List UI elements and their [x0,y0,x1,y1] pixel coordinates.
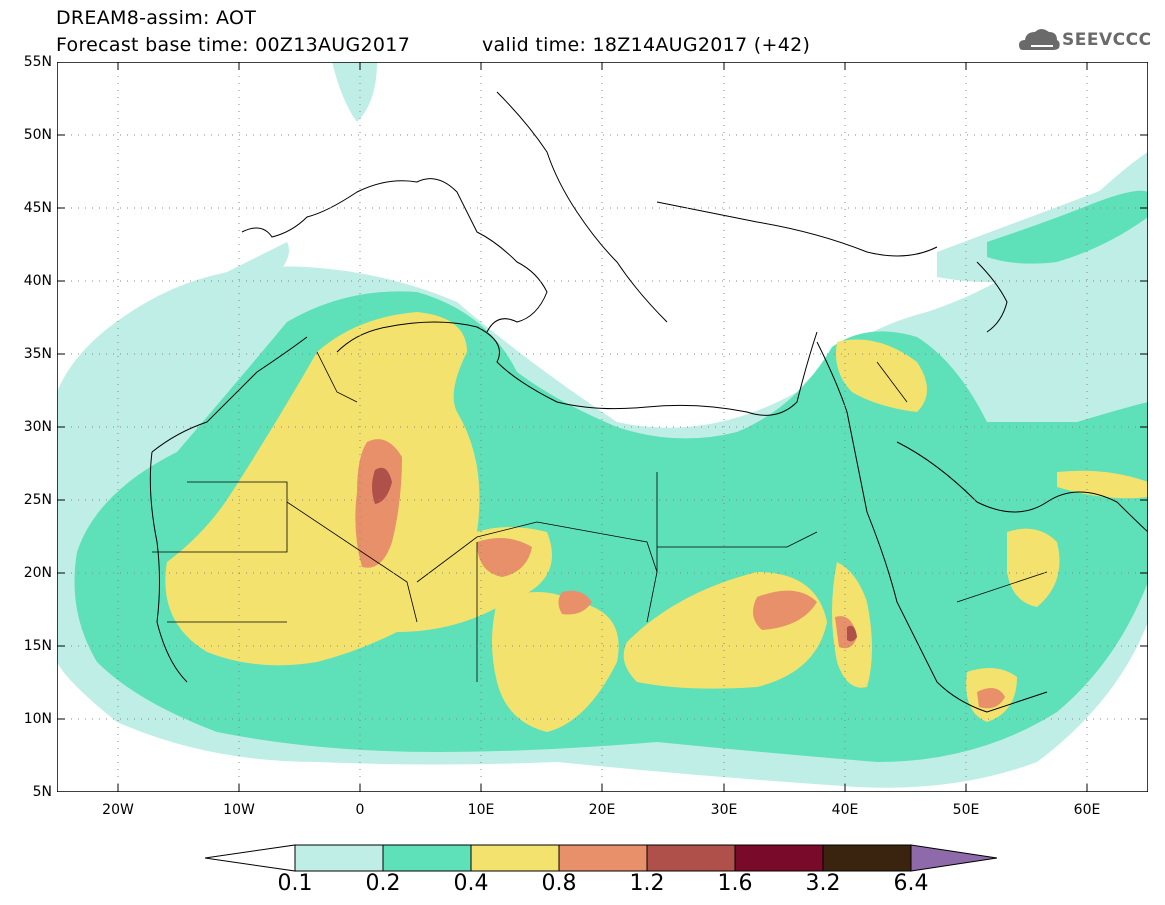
forecast-base-time: Forecast base time: 00Z13AUG2017 [56,34,411,56]
lat-label-50n: 50N [23,127,52,143]
aot-map [57,62,1148,792]
colorbar-segment-0.2 [382,844,472,872]
aot-band-1.2 [372,467,392,504]
lon-label-10w: 10W [223,802,255,818]
colorbar-segment-0.4 [470,844,560,872]
colorbar-label-0.8: 0.8 [541,871,577,896]
lat-label-10n: 10N [23,711,52,727]
borders [152,351,1048,682]
colorbar-label-3.2: 3.2 [805,871,841,896]
lon-label-30e: 30E [710,802,738,818]
coastlines [149,91,1148,713]
colorbar-segment-1.6 [734,844,824,872]
colorbar-segment-0.1 [294,844,384,872]
colorbar-label-6.4: 6.4 [893,871,929,896]
colorbar-segment-3.2 [822,844,912,872]
lat-label-35n: 35N [23,346,52,362]
lat-label-25n: 25N [23,492,52,508]
lon-label-40e: 40E [831,802,859,818]
colorbar-label-0.4: 0.4 [453,871,489,896]
colorbar-label-0.1: 0.1 [277,871,313,896]
lat-label-40n: 40N [23,273,52,289]
colorbar-segment-below [205,844,296,872]
map-title: DREAM8-assim: AOT [56,7,257,29]
aot-band-0.8 [355,439,402,568]
lat-label-20n: 20N [23,565,52,581]
lat-label-5n: 5N [32,784,52,800]
aot-field [57,62,1148,788]
valid-time: valid time: 18Z14AUG2017 (+42) [482,34,811,56]
colorbar-label-1.6: 1.6 [717,871,753,896]
lat-label-15n: 15N [23,638,52,654]
lat-label-30n: 30N [23,419,52,435]
lon-label-60e: 60E [1073,802,1101,818]
colorbar-segment-1.2 [646,844,736,872]
lat-label-55n: 55N [23,54,52,70]
lon-label-50e: 50E [952,802,980,818]
lat-label-45n: 45N [23,200,52,216]
lon-label-10e: 10E [467,802,495,818]
colorbar [205,844,998,872]
ticks [57,62,1148,792]
lon-label-0: 0 [355,802,365,818]
colorbar-label-0.2: 0.2 [365,871,401,896]
lon-label-20e: 20E [588,802,616,818]
logo-text: SEEVCCC [1062,30,1152,50]
cloud-logo-icon [1019,29,1060,50]
colorbar-segment-above [910,844,998,872]
colorbar-segment-0.8 [558,844,648,872]
lon-label-20w: 20W [102,802,134,818]
colorbar-label-1.2: 1.2 [629,871,665,896]
graticule [57,62,1148,792]
